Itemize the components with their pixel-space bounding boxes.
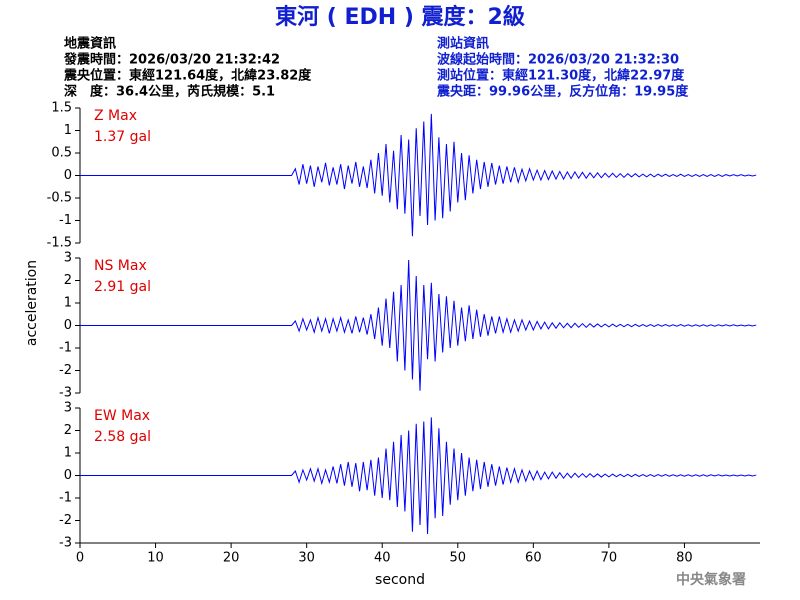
y-tick-label: -3: [59, 536, 72, 551]
info-text: 測站資訊: [437, 36, 489, 52]
y-tick-label: 2: [64, 273, 72, 288]
x-tick-label: 70: [601, 551, 618, 566]
y-tick-label: 2: [64, 423, 72, 438]
x-tick-label: 30: [298, 551, 315, 566]
waveform: [80, 113, 757, 237]
series-max: 2.58 gal: [94, 429, 151, 445]
y-tick-label: -1: [59, 491, 72, 506]
y-tick-label: -0.5: [47, 191, 72, 206]
y-tick-label: 0: [64, 168, 72, 183]
x-axis-label: second: [375, 572, 425, 588]
y-tick-label: 1.5: [51, 101, 72, 116]
info-text: 深 度：36.4公里，芮氏規模：5.1: [64, 84, 275, 100]
series-name: NS Max: [94, 258, 147, 274]
y-tick-label: 1: [64, 296, 72, 311]
chart-title: 東河 ( EDH ) 震度：2級: [275, 4, 525, 30]
footer: 中央氣象署: [676, 571, 746, 588]
y-tick-label: -2: [59, 513, 72, 528]
info-text: 波線起始時間：2026/03/20 21:32:30: [437, 52, 679, 68]
y-tick-label: 3: [64, 401, 72, 416]
x-tick-label: 40: [374, 551, 391, 566]
y-tick-label: 3: [64, 251, 72, 266]
y-tick-label: -2: [59, 363, 72, 378]
y-tick-label: 1: [64, 446, 72, 461]
y-tick-label: -1: [59, 213, 72, 228]
series-name: EW Max: [94, 408, 150, 424]
y-tick-label: 0: [64, 318, 72, 333]
info-text: 測站位置：東經121.30度，北緯22.97度: [437, 68, 685, 84]
info-text: 震央距：99.96公里，反方位角：19.95度: [436, 84, 689, 100]
waveform: [80, 417, 757, 535]
y-tick-label: 0.5: [51, 146, 72, 161]
x-tick-label: 20: [223, 551, 240, 566]
x-tick-label: 0: [76, 551, 84, 566]
y-axis-label: acceleration: [24, 260, 40, 346]
y-tick-label: -3: [59, 386, 72, 401]
series-max: 1.37 gal: [94, 129, 151, 145]
y-tick-label: -1: [59, 341, 72, 356]
x-tick-label: 60: [525, 551, 542, 566]
x-tick-label: 10: [147, 551, 164, 566]
info-text: 地震資訊: [64, 36, 116, 52]
series-name: Z Max: [94, 108, 137, 124]
y-tick-label: -1.5: [47, 236, 72, 251]
y-tick-label: 0: [64, 468, 72, 483]
series-max: 2.91 gal: [94, 279, 151, 295]
info-text: 發震時間：2026/03/20 21:32:42: [63, 52, 280, 68]
info-text: 震央位置：東經121.64度，北緯23.82度: [63, 68, 312, 84]
x-tick-label: 80: [676, 551, 693, 566]
waveform: [80, 260, 757, 391]
x-tick-label: 50: [450, 551, 467, 566]
y-tick-label: 1: [64, 123, 72, 138]
